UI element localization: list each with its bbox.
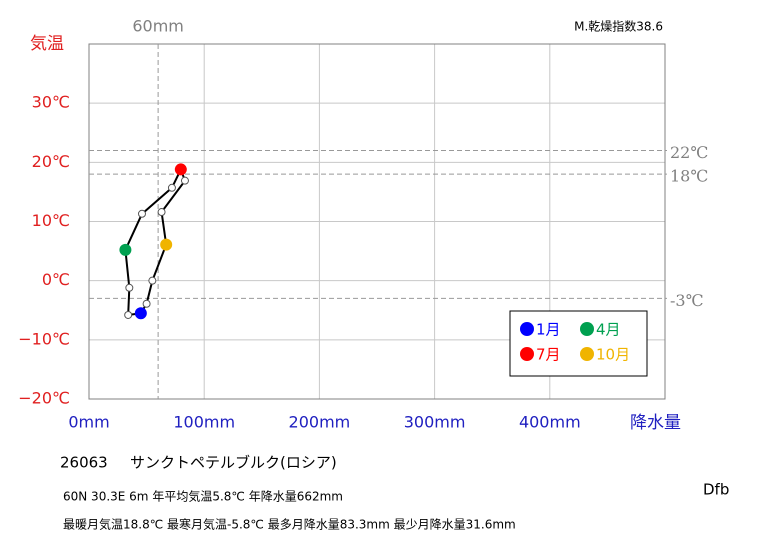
- legend-label: 10月: [596, 346, 630, 364]
- legend-marker: [580, 322, 594, 336]
- y-tick-label: 10℃: [32, 211, 70, 230]
- month-point: [119, 243, 132, 256]
- month-point: [137, 209, 146, 218]
- legend-label: 7月: [536, 346, 561, 364]
- month-point: [125, 283, 134, 292]
- legend-box: [509, 310, 648, 377]
- x-axis-label: 降水量: [630, 413, 681, 433]
- month-point: [160, 238, 173, 251]
- legend-marker: [520, 347, 534, 361]
- month-point: [157, 208, 166, 217]
- month-point: [148, 276, 157, 285]
- index-label: M.乾燥指数38.6: [574, 19, 663, 34]
- y-axis-label: 気温: [30, 34, 64, 54]
- plot-frame: [88, 43, 666, 400]
- month-point: [134, 307, 147, 320]
- reference-label: 22℃: [670, 143, 708, 162]
- x-tick-label: 200mm: [289, 413, 351, 432]
- climate-class: Dfb: [703, 481, 729, 499]
- station-name: サンクトペテルブルク(ロシア): [130, 454, 337, 472]
- month-point: [174, 163, 187, 176]
- month-point: [124, 310, 133, 319]
- x-tick-label: 0mm: [68, 413, 109, 432]
- legend-marker: [520, 322, 534, 336]
- station-id: 26063: [60, 454, 108, 472]
- month-point: [167, 183, 176, 192]
- reference-label: 60mm: [132, 17, 184, 36]
- reference-label: 18℃: [670, 167, 708, 186]
- y-tick-label: 20℃: [32, 152, 70, 171]
- y-tick-label: −10℃: [18, 329, 70, 348]
- month-point: [142, 299, 151, 308]
- month-point: [180, 176, 189, 185]
- reference-label: -3℃: [670, 291, 703, 310]
- x-tick-label: 400mm: [519, 413, 581, 432]
- x-tick-label: 100mm: [173, 413, 235, 432]
- info-line: 60N 30.3E 6m 年平均気温5.8℃ 年降水量662mm: [63, 489, 343, 504]
- y-tick-label: 30℃: [32, 93, 70, 112]
- legend-label: 1月: [536, 321, 561, 339]
- climate-line: [124, 166, 187, 317]
- legend-marker: [580, 347, 594, 361]
- y-tick-label: −20℃: [18, 389, 70, 408]
- legend-label: 4月: [596, 321, 621, 339]
- x-tick-label: 300mm: [404, 413, 466, 432]
- y-tick-label: 0℃: [42, 270, 70, 289]
- info-line: 最暖月気温18.8℃ 最寒月気温-5.8℃ 最多月降水量83.3mm 最少月降水…: [63, 517, 516, 532]
